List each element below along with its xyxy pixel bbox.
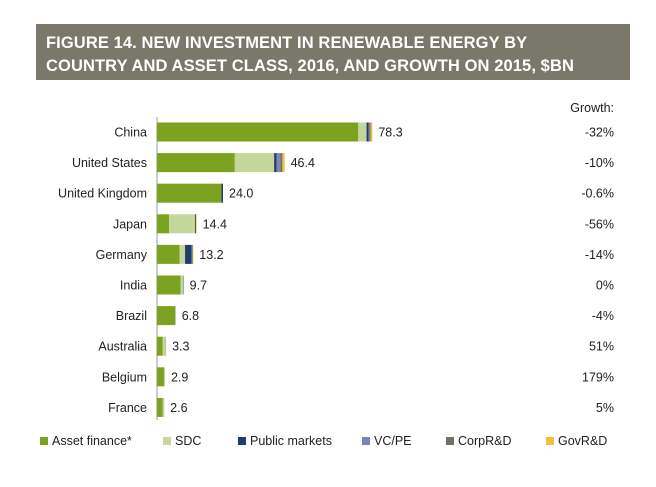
bar-united-states-asset-finance- bbox=[157, 153, 235, 173]
growth-value-united-kingdom: -0.6% bbox=[581, 187, 614, 201]
bar-united-states-public-markets bbox=[274, 153, 277, 173]
growth-value-australia: 51% bbox=[589, 340, 614, 354]
growth-value-brazil: -4% bbox=[592, 309, 614, 323]
bar-japan-govr-d bbox=[196, 214, 197, 234]
legend-label-govr-d: GovR&D bbox=[558, 434, 607, 448]
category-label-brazil: Brazil bbox=[116, 309, 147, 323]
total-label-japan: 14.4 bbox=[203, 217, 227, 231]
legend-swatch-vc-pe bbox=[362, 437, 370, 445]
legend-swatch-corpr-d bbox=[446, 437, 454, 445]
category-label-united-states: United States bbox=[72, 156, 147, 170]
bar-united-states-vc-pe bbox=[276, 153, 281, 173]
growth-value-united-states: -10% bbox=[585, 156, 614, 170]
category-label-japan: Japan bbox=[113, 217, 147, 231]
figure-title-box: FIGURE 14. NEW INVESTMENT IN RENEWABLE E… bbox=[36, 24, 630, 80]
total-label-france: 2.6 bbox=[170, 401, 187, 415]
legend-label-vc-pe: VC/PE bbox=[374, 434, 412, 448]
total-label-india: 9.7 bbox=[190, 279, 207, 293]
growth-value-belgium: 179% bbox=[582, 370, 614, 384]
bar-india-sdc bbox=[180, 275, 184, 295]
bar-germany-govr-d bbox=[192, 244, 194, 264]
growth-value-france: 5% bbox=[596, 401, 614, 415]
legend-swatch-public-markets bbox=[238, 437, 246, 445]
total-label-china: 78.3 bbox=[378, 126, 402, 140]
bar-japan-corpr-d bbox=[195, 214, 197, 234]
total-label-united-states: 46.4 bbox=[291, 156, 315, 170]
legend-swatch-sdc bbox=[163, 437, 171, 445]
bar-france-sdc bbox=[162, 397, 164, 417]
bar-brazil-asset-finance- bbox=[157, 306, 176, 326]
growth-value-germany: -14% bbox=[585, 248, 614, 262]
bar-united-kingdom-asset-finance- bbox=[157, 183, 222, 203]
bar-japan-public-markets bbox=[194, 214, 196, 234]
legend-swatch-govr-d bbox=[546, 437, 554, 445]
growth-value-india: 0% bbox=[596, 279, 614, 293]
figure-title-line-2: COUNTRY AND ASSET CLASS, 2016, AND GROWT… bbox=[46, 57, 574, 75]
bar-united-states-sdc bbox=[234, 153, 275, 173]
figure-title-line-1: FIGURE 14. NEW INVESTMENT IN RENEWABLE E… bbox=[46, 34, 528, 52]
bar-australia-sdc bbox=[162, 336, 166, 356]
category-label-germany: Germany bbox=[96, 248, 148, 262]
bar-china-corpr-d bbox=[369, 122, 371, 142]
legend-swatch-asset-finance- bbox=[40, 437, 48, 445]
bar-china-sdc bbox=[358, 122, 367, 142]
bar-germany-corpr-d bbox=[191, 244, 193, 264]
category-label-france: France bbox=[108, 401, 147, 415]
bar-united-states-corpr-d bbox=[280, 153, 283, 173]
total-label-belgium: 2.9 bbox=[171, 370, 188, 384]
legend-label-asset-finance-: Asset finance* bbox=[52, 434, 132, 448]
bar-china-govr-d bbox=[370, 122, 373, 142]
bar-united-kingdom-public-markets bbox=[221, 183, 223, 203]
bar-belgium-sdc bbox=[164, 367, 165, 387]
category-label-china: China bbox=[114, 126, 147, 140]
bar-japan-sdc bbox=[169, 214, 195, 234]
bar-china-vc-pe bbox=[368, 122, 370, 142]
bar-germany-asset-finance- bbox=[157, 244, 180, 264]
bar-china-public-markets bbox=[366, 122, 369, 142]
growth-value-japan: -56% bbox=[585, 217, 614, 231]
growth-value-china: -32% bbox=[585, 126, 614, 140]
category-label-australia: Australia bbox=[98, 340, 147, 354]
category-label-belgium: Belgium bbox=[102, 370, 147, 384]
total-label-germany: 13.2 bbox=[199, 248, 223, 262]
category-label-india: India bbox=[120, 279, 147, 293]
total-label-brazil: 6.8 bbox=[182, 309, 199, 323]
bar-belgium-asset-finance- bbox=[157, 367, 165, 387]
bar-india-asset-finance- bbox=[157, 275, 181, 295]
legend-label-sdc: SDC bbox=[175, 434, 201, 448]
bar-france-asset-finance- bbox=[157, 397, 163, 417]
growth-header: Growth: bbox=[570, 101, 614, 115]
bar-china-asset-finance- bbox=[157, 122, 359, 142]
legend-label-public-markets: Public markets bbox=[250, 434, 332, 448]
total-label-australia: 3.3 bbox=[172, 340, 189, 354]
bar-germany-sdc bbox=[179, 244, 186, 264]
bar-japan-asset-finance- bbox=[157, 214, 170, 234]
category-label-united-kingdom: United Kingdom bbox=[58, 187, 147, 201]
total-label-united-kingdom: 24.0 bbox=[229, 187, 253, 201]
bar-united-states-govr-d bbox=[282, 153, 285, 173]
bar-australia-asset-finance- bbox=[157, 336, 163, 356]
legend-label-corpr-d: CorpR&D bbox=[458, 434, 512, 448]
bar-germany-public-markets bbox=[185, 244, 192, 264]
